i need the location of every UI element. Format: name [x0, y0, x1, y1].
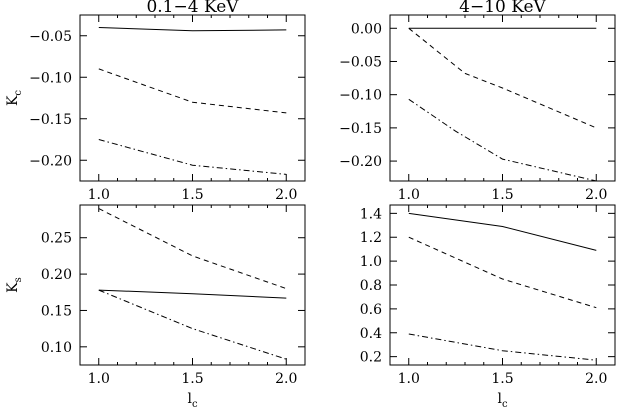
series-line-solid: [98, 289, 287, 299]
x-tick-label: 2.0: [275, 187, 297, 203]
y-tick-label: −0.15: [29, 112, 72, 128]
y-tick-label: −0.10: [29, 70, 72, 86]
series-line-dashed: [408, 27, 597, 129]
series-line-dashdot: [408, 98, 597, 182]
series-line-dashed: [408, 236, 597, 309]
x-axis-label-main: l: [497, 391, 502, 407]
series-line-solid: [98, 27, 287, 32]
x-axis-label-subscript: c: [502, 399, 508, 409]
x-tick-label: 1.5: [491, 187, 513, 203]
panel-1: 1.0 1.5 2.0 −0.05 −0.10 −0.15 −0.20 0.1−4 KeV Kc: [5, 0, 306, 203]
y-axis-label-subscript: c: [13, 90, 24, 96]
y-tick-label: 0.2: [360, 350, 382, 366]
y-tick-label: −0.05: [29, 29, 72, 45]
y-tick-label: 0.15: [41, 303, 72, 319]
y-tick-label: −0.05: [339, 54, 382, 70]
y-tick-label: −0.20: [29, 153, 72, 169]
plot-frame: [79, 204, 306, 366]
y-tick-label: −0.15: [339, 121, 382, 137]
y-tick-label: 0.20: [41, 267, 72, 283]
x-tick-label: 2.0: [585, 371, 607, 387]
y-tick-label: 1.0: [360, 254, 382, 270]
x-tick-label: 2.0: [585, 187, 607, 203]
panel-2: 1.0 1.5 2.0 0.00 −0.05 −0.10 −0.15 −0.20 4−10 Ke…: [339, 0, 616, 203]
x-tick-label: 1.5: [181, 371, 203, 387]
y-tick-label: 1.2: [360, 230, 382, 246]
panel-title: 0.1−4 KeV: [146, 0, 239, 17]
x-tick-label: 1.5: [491, 371, 513, 387]
y-tick-label: 0.00: [351, 21, 382, 37]
y-tick-label: 0.6: [360, 302, 382, 318]
y-tick-label: 0.4: [360, 326, 382, 342]
series-line-solid: [408, 212, 597, 251]
series-line-dashed: [98, 68, 287, 114]
y-tick-label: 0.10: [41, 340, 72, 356]
x-tick-label: 1.0: [88, 187, 110, 203]
x-tick-label: 1.5: [181, 187, 203, 203]
x-tick-label: 2.0: [275, 371, 297, 387]
y-axis-label-subscript: s: [13, 277, 24, 282]
series-line-dashdot: [98, 139, 287, 175]
x-axis-label: lc: [187, 391, 197, 409]
x-axis-label-subscript: c: [192, 399, 198, 409]
x-axis-label: lc: [497, 391, 507, 409]
x-tick-label: 1.0: [398, 371, 420, 387]
plot-frame: [389, 204, 616, 366]
series-line-dashdot: [408, 333, 597, 361]
y-axis-label: Ks: [5, 277, 24, 293]
y-tick-label: 0.25: [41, 231, 72, 247]
y-tick-label: 0.8: [360, 278, 382, 294]
y-axis-label-main: K: [5, 95, 21, 106]
x-axis-label-main: l: [187, 391, 192, 407]
panel-3: 1.0 1.5 2.0 0.25 0.20 0.15 0.10 Ks lc: [5, 204, 306, 409]
y-tick-label: −0.10: [339, 88, 382, 104]
panel-4: 1.0 1.5 2.0 1.4 1.2 1.0 0.8 0.6 0.4 0.2 lc: [360, 204, 616, 409]
x-tick-label: 1.0: [88, 371, 110, 387]
x-tick-label: 1.0: [398, 187, 420, 203]
y-tick-label: −0.20: [339, 154, 382, 170]
panel-title: 4−10 KeV: [459, 0, 546, 17]
plot-frame: [79, 14, 306, 182]
series-line-dashed: [98, 208, 287, 290]
y-tick-label: 1.4: [360, 206, 382, 222]
y-axis-label: Kc: [5, 90, 24, 106]
series-line-dashdot: [98, 289, 287, 360]
y-axis-label-main: K: [5, 282, 21, 293]
